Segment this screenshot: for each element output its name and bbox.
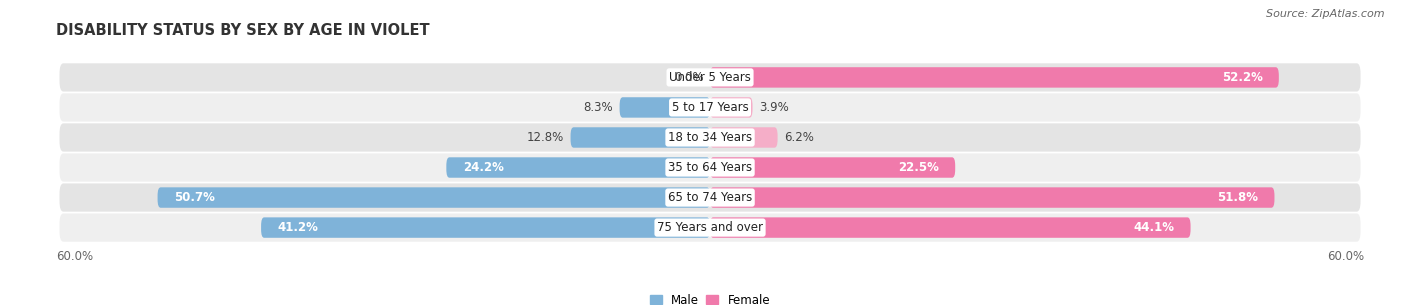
FancyBboxPatch shape [620, 97, 710, 118]
Legend: Male, Female: Male, Female [650, 294, 770, 305]
Text: 0.0%: 0.0% [673, 71, 703, 84]
Text: 6.2%: 6.2% [785, 131, 814, 144]
FancyBboxPatch shape [262, 217, 710, 238]
Text: 18 to 34 Years: 18 to 34 Years [668, 131, 752, 144]
Text: 50.7%: 50.7% [174, 191, 215, 204]
Text: 65 to 74 Years: 65 to 74 Years [668, 191, 752, 204]
Text: 24.2%: 24.2% [463, 161, 503, 174]
FancyBboxPatch shape [710, 217, 1191, 238]
FancyBboxPatch shape [59, 183, 1361, 212]
Text: 5 to 17 Years: 5 to 17 Years [672, 101, 748, 114]
FancyBboxPatch shape [571, 127, 710, 148]
Text: 52.2%: 52.2% [1222, 71, 1263, 84]
Text: 41.2%: 41.2% [277, 221, 318, 234]
FancyBboxPatch shape [59, 123, 1361, 152]
Text: 60.0%: 60.0% [56, 250, 93, 263]
FancyBboxPatch shape [446, 157, 710, 178]
Text: 12.8%: 12.8% [527, 131, 564, 144]
Text: 22.5%: 22.5% [898, 161, 939, 174]
Text: Under 5 Years: Under 5 Years [669, 71, 751, 84]
FancyBboxPatch shape [59, 153, 1361, 182]
FancyBboxPatch shape [59, 214, 1361, 242]
Text: 60.0%: 60.0% [1327, 250, 1364, 263]
Text: Source: ZipAtlas.com: Source: ZipAtlas.com [1267, 9, 1385, 19]
Text: 44.1%: 44.1% [1133, 221, 1174, 234]
FancyBboxPatch shape [710, 127, 778, 148]
FancyBboxPatch shape [157, 187, 710, 208]
Text: DISABILITY STATUS BY SEX BY AGE IN VIOLET: DISABILITY STATUS BY SEX BY AGE IN VIOLE… [56, 23, 430, 38]
Text: 3.9%: 3.9% [759, 101, 789, 114]
FancyBboxPatch shape [59, 93, 1361, 122]
FancyBboxPatch shape [59, 63, 1361, 92]
FancyBboxPatch shape [710, 67, 1279, 88]
FancyBboxPatch shape [710, 157, 955, 178]
Text: 8.3%: 8.3% [583, 101, 613, 114]
Text: 35 to 64 Years: 35 to 64 Years [668, 161, 752, 174]
Text: 51.8%: 51.8% [1218, 191, 1258, 204]
FancyBboxPatch shape [710, 97, 752, 118]
Text: 75 Years and over: 75 Years and over [657, 221, 763, 234]
FancyBboxPatch shape [710, 187, 1274, 208]
